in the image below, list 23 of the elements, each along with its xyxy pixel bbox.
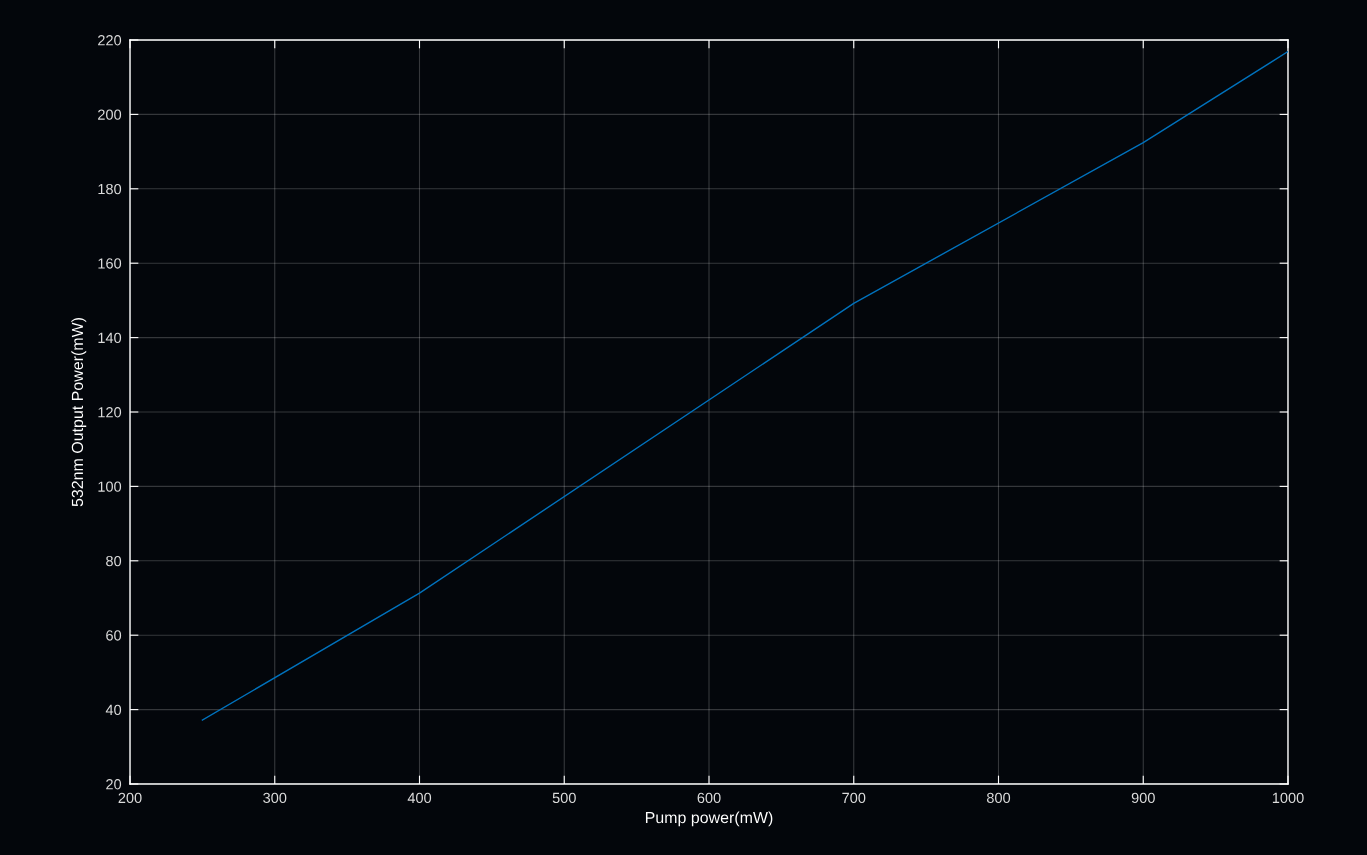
line-series <box>201 50 1288 721</box>
x-tick-label: 900 <box>1131 792 1155 804</box>
y-tick-label: 140 <box>98 332 122 344</box>
x-tick-label: 400 <box>407 792 432 804</box>
y-tick-label: 180 <box>98 183 122 195</box>
x-tick-label: 800 <box>986 792 1011 804</box>
x-axis-title: Pump power(mW) <box>645 811 773 827</box>
y-tick-label: 200 <box>98 109 122 120</box>
x-tick-label: 200 <box>118 792 142 804</box>
x-tick-label: 300 <box>263 792 287 804</box>
y-tick-label: 40 <box>105 704 122 716</box>
x-tick-label: 1000 <box>1272 792 1304 804</box>
y-tick-label: 120 <box>98 407 122 418</box>
y-tick-label: 20 <box>106 779 122 790</box>
x-tick-label: 500 <box>552 792 576 804</box>
y-axis-title: 532nm Output Power(mW) <box>71 318 87 507</box>
y-tick-label: 80 <box>106 555 122 567</box>
x-tick-label: 700 <box>842 792 866 804</box>
y-tick-label: 60 <box>106 630 122 641</box>
y-tick-label: 160 <box>98 258 122 269</box>
y-tick-label: 100 <box>98 481 122 492</box>
y-tick-label: 220 <box>98 35 122 46</box>
x-tick-label: 600 <box>697 792 721 804</box>
